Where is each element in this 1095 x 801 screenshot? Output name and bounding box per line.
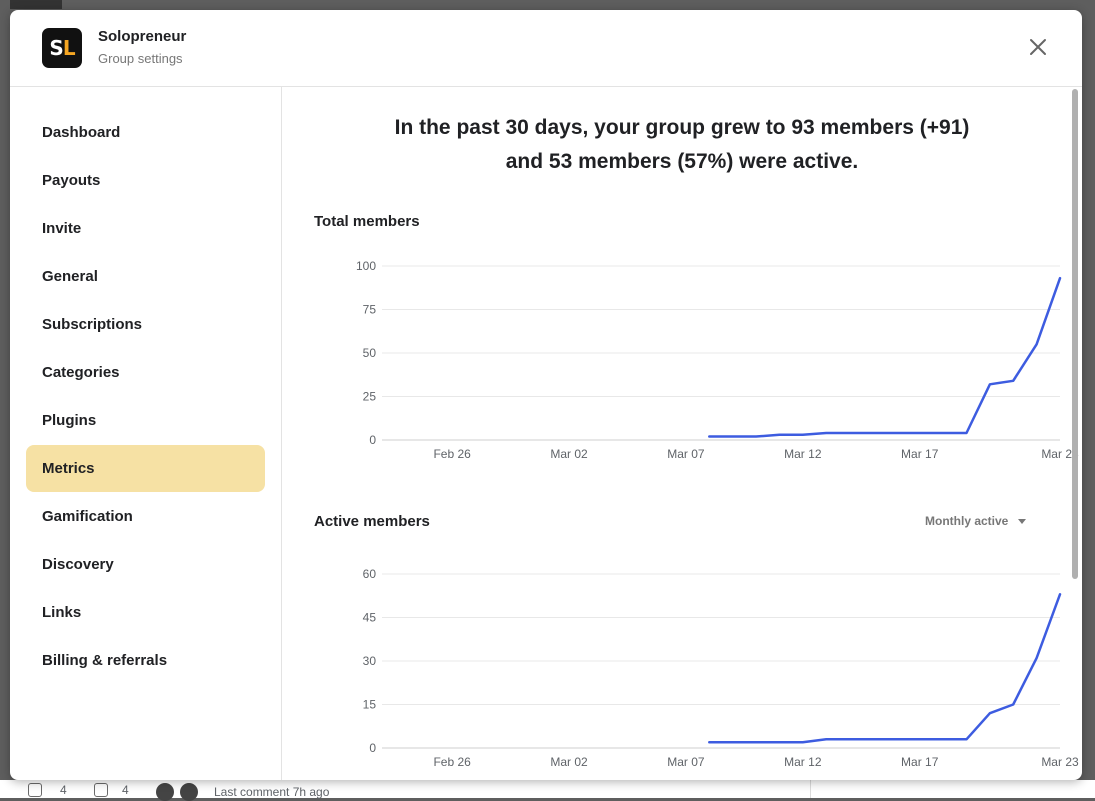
- sidebar-item-label: Categories: [42, 364, 120, 381]
- sidebar-item-general[interactable]: General: [26, 253, 265, 300]
- sidebar-item-label: General: [42, 268, 98, 285]
- y-tick-label: 75: [363, 303, 377, 317]
- sidebar-item-plugins[interactable]: Plugins: [26, 397, 265, 444]
- y-tick-label: 0: [369, 433, 376, 447]
- y-tick-label: 100: [356, 259, 376, 273]
- sidebar-item-subscriptions[interactable]: Subscriptions: [26, 301, 265, 348]
- logo-letter-s: S: [49, 36, 62, 60]
- series-line: [709, 594, 1060, 742]
- sidebar-item-label: Discovery: [42, 556, 114, 573]
- sidebar-item-discovery[interactable]: Discovery: [26, 541, 265, 588]
- background-comments: 4: [94, 783, 129, 797]
- x-tick-label: Feb 26: [433, 755, 471, 769]
- x-tick-label: Mar 23: [1041, 755, 1079, 769]
- sidebar-item-label: Links: [42, 604, 81, 621]
- close-button[interactable]: [1026, 35, 1050, 59]
- comments-count: 4: [122, 783, 129, 797]
- sidebar-item-payouts[interactable]: Payouts: [26, 157, 265, 204]
- x-tick-label: Mar 12: [784, 447, 822, 461]
- background-last-comment: Last comment 7h ago: [156, 783, 329, 801]
- sidebar-item-links[interactable]: Links: [26, 589, 265, 636]
- active-period-value: Monthly active: [925, 514, 1008, 528]
- y-tick-label: 30: [363, 654, 377, 668]
- active-members-title: Active members: [314, 513, 430, 530]
- background-edge: [10, 0, 62, 9]
- x-tick-label: Mar 02: [550, 447, 588, 461]
- sidebar-item-dashboard[interactable]: Dashboard: [26, 109, 265, 156]
- x-tick-label: Mar 12: [784, 755, 822, 769]
- series-line: [709, 278, 1060, 436]
- y-tick-label: 0: [369, 741, 376, 755]
- summary-line-2: and 53 members (57%) were active.: [282, 145, 1082, 179]
- avatar: [156, 783, 174, 801]
- avatar: [180, 783, 198, 801]
- scrollbar[interactable]: [1072, 89, 1078, 579]
- x-tick-label: Mar 17: [901, 755, 939, 769]
- y-tick-label: 25: [363, 390, 377, 404]
- y-tick-label: 15: [363, 698, 377, 712]
- x-tick-label: Mar 02: [550, 755, 588, 769]
- sidebar-item-metrics[interactable]: Metrics: [26, 445, 265, 492]
- last-comment-text: Last comment 7h ago: [214, 785, 329, 799]
- sidebar-item-label: Plugins: [42, 412, 96, 429]
- sidebar-item-label: Dashboard: [42, 124, 120, 141]
- metrics-summary: In the past 30 days, your group grew to …: [282, 111, 1082, 179]
- sidebar-item-invite[interactable]: Invite: [26, 205, 265, 252]
- sidebar-item-categories[interactable]: Categories: [26, 349, 265, 396]
- close-icon: [1026, 35, 1050, 59]
- sidebar-item-label: Subscriptions: [42, 316, 142, 333]
- active-period-dropdown[interactable]: Monthly active: [925, 514, 1026, 528]
- active-members-chart: 0 15 30 45 60 Feb 26 Mar 02 Mar 07 Mar 12 Mar 17 M…: [282, 560, 1082, 780]
- y-tick-label: 60: [363, 567, 377, 581]
- likes-count: 4: [60, 783, 67, 797]
- comment-icon: [94, 783, 108, 797]
- sidebar-item-label: Invite: [42, 220, 81, 237]
- total-members-title: Total members: [314, 213, 420, 230]
- modal-subtitle: Group settings: [98, 51, 183, 66]
- sidebar-item-label: Billing & referrals: [42, 652, 167, 669]
- sidebar-item-label: Metrics: [42, 460, 95, 477]
- group-name: Solopreneur: [98, 28, 186, 45]
- background-likes: 4: [28, 783, 67, 797]
- logo-letter-l: L: [63, 36, 75, 60]
- sidebar-item-billing-referrals[interactable]: Billing & referrals: [26, 637, 265, 684]
- y-tick-label: 50: [363, 346, 377, 360]
- x-tick-label: Feb 26: [433, 447, 471, 461]
- caret-down-icon: [1018, 519, 1026, 524]
- x-tick-label: Mar 07: [667, 447, 705, 461]
- settings-sidebar: Dashboard Payouts Invite General Subscri…: [10, 87, 282, 780]
- x-tick-label: Mar 17: [901, 447, 939, 461]
- sidebar-item-label: Gamification: [42, 508, 133, 525]
- y-tick-label: 45: [363, 611, 377, 625]
- sidebar-item-gamification[interactable]: Gamification: [26, 493, 265, 540]
- metrics-content: In the past 30 days, your group grew to …: [282, 87, 1082, 780]
- x-tick-label: Mar 07: [667, 755, 705, 769]
- total-members-chart: 0 25 50 75 100 Feb 26 Mar 02 Mar 07 Mar 12 Mar 17…: [282, 252, 1082, 477]
- sidebar-item-label: Payouts: [42, 172, 100, 189]
- summary-line-1: In the past 30 days, your group grew to …: [282, 111, 1082, 145]
- thumbs-up-icon: [28, 783, 42, 797]
- background-divider: [810, 780, 811, 798]
